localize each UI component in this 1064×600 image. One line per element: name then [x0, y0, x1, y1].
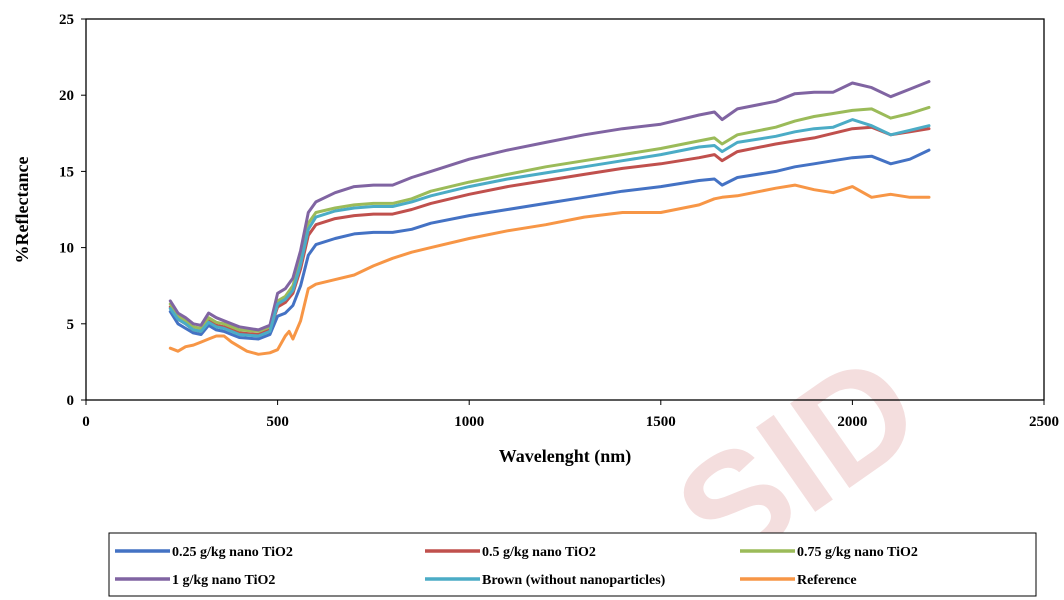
- y-tick-label: 5: [67, 317, 75, 333]
- y-tick-label: 15: [59, 164, 74, 180]
- legend-label: 0.5 g/kg nano TiO2: [482, 545, 596, 560]
- plot-area: [85, 18, 1045, 401]
- y-tick-label: 20: [59, 88, 74, 104]
- y-tick-label: 10: [59, 241, 74, 257]
- series-line-3: [168, 105, 931, 333]
- y-tick-label: 0: [67, 393, 75, 409]
- x-tick-label: 1500: [646, 414, 676, 430]
- x-axis-title: Wavelenght (nm): [499, 446, 632, 467]
- y-axis-title: %Reflectance: [12, 157, 32, 264]
- legend-label: Reference: [797, 573, 857, 588]
- series-line-6: [168, 183, 931, 356]
- series-line-5: [168, 118, 931, 338]
- series-line-2: [168, 125, 931, 336]
- series-lines: [168, 80, 931, 356]
- x-tick-label: 2000: [837, 414, 867, 430]
- legend-label: 0.75 g/kg nano TiO2: [797, 545, 918, 560]
- x-tick-label: 500: [266, 414, 289, 430]
- y-tick-label: 25: [59, 12, 74, 28]
- legend-box: [108, 532, 1037, 597]
- legend-label: 1 g/kg nano TiO2: [172, 573, 275, 588]
- series-line-4: [168, 80, 931, 332]
- legend-label: Brown (without nanoparticles): [482, 573, 666, 588]
- x-tick-label: 0: [82, 414, 90, 430]
- series-line-1: [168, 148, 931, 341]
- legend: 0.25 g/kg nano TiO2 0.5 g/kg nano TiO2 0.7…: [115, 545, 918, 588]
- legend-label: 0.25 g/kg nano TiO2: [172, 545, 293, 560]
- x-tick-label: 2500: [1029, 414, 1059, 430]
- y-axis-ticks: 0 5 10 15 20 25: [59, 12, 86, 409]
- x-tick-label: 1000: [454, 414, 484, 430]
- x-axis-ticks: 0 500 1000 1500 2000 2500: [82, 400, 1059, 430]
